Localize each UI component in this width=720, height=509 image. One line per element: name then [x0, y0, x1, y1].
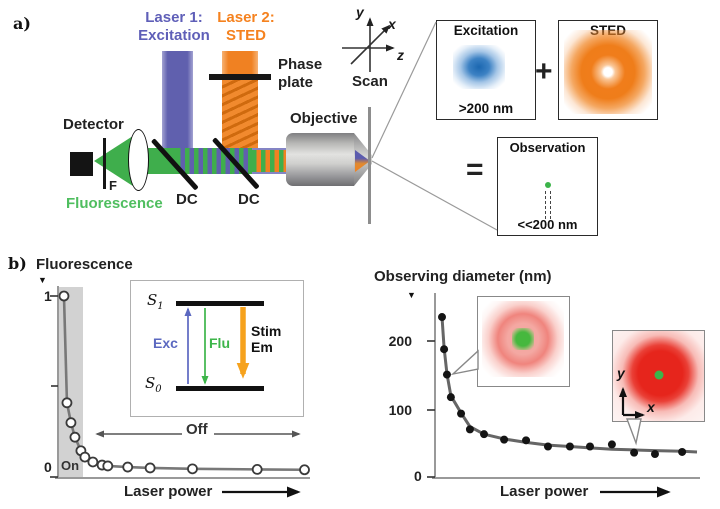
panel-b-label: b) [8, 254, 27, 273]
on-label: On [61, 458, 80, 473]
inset-observation: Observation <<200 nm [497, 137, 598, 236]
right-ytick-100: 100 [388, 402, 412, 418]
inset-excitation: Excitation >200 nm [436, 20, 536, 120]
scan-axis-y-label: y [356, 4, 364, 20]
s1-label: S1 [147, 291, 164, 312]
sted-beam-upper [222, 51, 258, 78]
filter-label: F [109, 178, 117, 193]
detector-label: Detector [63, 116, 124, 133]
detector [70, 152, 93, 176]
filter-line [103, 138, 106, 189]
plus-sign: + [535, 55, 553, 88]
s0-level [176, 386, 264, 391]
objective-body [286, 133, 354, 186]
lens [128, 129, 149, 191]
phase-plate-label-line1: Phase [278, 56, 323, 73]
phase-plate-label-line2: plate [278, 74, 314, 91]
sample-plane [368, 107, 371, 224]
right-ytick-200: 200 [388, 333, 412, 349]
s1-level [176, 301, 264, 306]
inset-sted: STED [558, 20, 658, 120]
fluorescence-label: Fluorescence [66, 195, 163, 212]
panel-a-label: a) [13, 14, 31, 33]
observation-dashed-line-right [550, 191, 551, 219]
inset-excitation-title: Excitation [453, 23, 519, 38]
off-label: Off [186, 421, 208, 438]
right-xaxis-label: Laser power [500, 483, 589, 500]
left-chart-title: Fluorescence [36, 256, 133, 273]
right-chart-title: Observing diameter (nm) [374, 268, 552, 285]
flu-label: Flu [209, 335, 230, 351]
phase-plate [209, 74, 271, 80]
combined-beam-all [252, 148, 288, 174]
on-region [59, 287, 83, 478]
sted-beam-phase-modulated [222, 80, 258, 148]
inset-high-power-psf: y x [612, 330, 705, 422]
scan-axis-z-label: z [397, 47, 404, 63]
left-ytick-0: 0 [44, 459, 52, 475]
left-ytick-1: 1 [44, 288, 52, 304]
inset-observation-title: Observation [509, 140, 586, 155]
sted-donut [564, 30, 652, 114]
inset-medium-power-psf [477, 296, 570, 387]
em-label: Em [251, 339, 273, 355]
inset2-x-label: x [647, 399, 655, 415]
objective-label: Objective [290, 110, 358, 127]
stim-label: Stim [251, 323, 282, 339]
equals-sign: = [466, 153, 484, 186]
left-xaxis-label: Laser power [124, 483, 213, 500]
dc2-label: DC [238, 191, 260, 208]
inset2-y-label: y [617, 365, 625, 381]
laser2-label: Laser 2: STED [217, 9, 275, 44]
scan-axes [342, 17, 395, 72]
right-axis-continuation-marker: ▼ [407, 290, 416, 300]
exc-label: Exc [153, 335, 178, 351]
observation-dot [545, 182, 551, 188]
excitation-spot [453, 45, 505, 89]
observation-caption: <<200 nm [517, 217, 578, 232]
inset2-callout-wedge [625, 418, 642, 446]
inset1-green-spot [512, 328, 534, 350]
dc1-label: DC [176, 191, 198, 208]
left-axis-continuation-marker: ▼ [38, 275, 47, 285]
scan-axis-x-label: x [388, 16, 396, 32]
scan-label: Scan [352, 73, 388, 90]
excitation-caption: >200 nm [458, 101, 514, 116]
s0-label: S0 [145, 374, 162, 395]
right-ytick-0: 0 [414, 468, 422, 484]
observation-dashed-line-left [545, 191, 546, 219]
inset1-callout-wedge [450, 349, 479, 376]
laser1-label: Laser 1: Excitation [138, 9, 210, 44]
inset2-green-spot [654, 370, 664, 380]
energy-inset: S1 S0 Exc Flu Stim Em [130, 280, 304, 417]
inset2-axes [619, 370, 664, 419]
